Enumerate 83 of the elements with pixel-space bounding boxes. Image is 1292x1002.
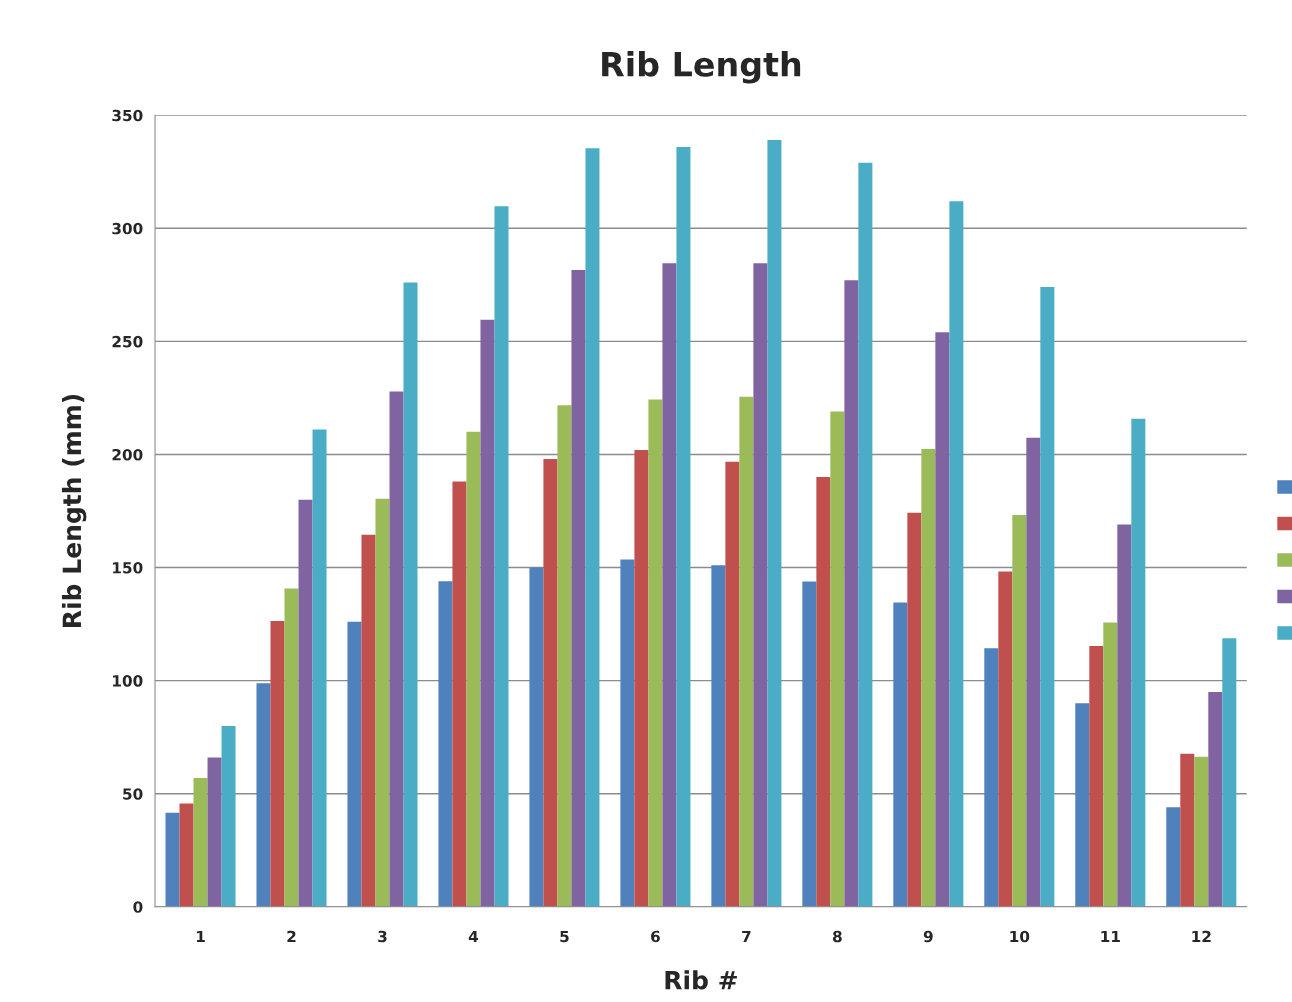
bar — [662, 263, 677, 907]
bar — [571, 269, 586, 907]
bar — [1089, 646, 1104, 907]
bar — [935, 332, 950, 907]
bar — [347, 621, 362, 907]
y-tick-label: 200 — [112, 448, 143, 461]
x-tick-label: 6 — [651, 930, 660, 943]
bar — [998, 571, 1013, 907]
x-tick-label: 3 — [378, 930, 387, 943]
y-tick-label: 150 — [113, 562, 143, 574]
bar — [711, 565, 726, 907]
bar — [816, 477, 831, 907]
bar — [1180, 753, 1195, 907]
bar — [389, 391, 404, 907]
bar — [984, 648, 999, 907]
x-axis-title: Rib # — [665, 970, 737, 990]
bar — [858, 162, 873, 907]
bar — [1040, 287, 1055, 907]
y-tick-label: 50 — [123, 788, 143, 800]
bar — [921, 449, 936, 907]
x-tick-label: 8 — [833, 930, 842, 943]
bar — [844, 280, 859, 907]
x-tick-label: 7 — [742, 930, 751, 943]
bar — [1012, 515, 1027, 907]
bar — [452, 481, 467, 907]
bar — [585, 148, 600, 907]
bar — [1103, 622, 1118, 907]
x-tick-label: 9 — [923, 930, 933, 943]
bar — [529, 567, 544, 907]
y-tick-label: 100 — [113, 675, 143, 687]
bar — [1166, 807, 1181, 907]
y-tick-label: 0 — [133, 901, 143, 913]
bar — [438, 581, 453, 907]
bar — [1194, 756, 1209, 907]
y-tick-label: 300 — [112, 222, 143, 235]
bar — [466, 431, 481, 907]
bar — [221, 725, 236, 907]
bar — [753, 263, 768, 907]
bar — [403, 282, 418, 907]
bar — [767, 140, 782, 907]
x-tick-label: 10 — [1010, 930, 1030, 943]
y-axis-title: Rib Length (mm) — [61, 394, 87, 627]
bar — [312, 429, 327, 907]
bar — [179, 803, 194, 907]
bar — [893, 602, 908, 907]
bar — [907, 512, 922, 907]
bar — [375, 498, 390, 907]
bar — [1117, 524, 1132, 907]
x-tick-label: 1 — [196, 930, 205, 943]
bar — [802, 581, 817, 907]
bar — [207, 757, 222, 907]
bar — [270, 620, 285, 907]
bar — [830, 411, 845, 907]
bar — [1222, 638, 1237, 907]
bar — [256, 683, 271, 907]
x-tick-label: 4 — [468, 930, 479, 943]
bar — [620, 559, 635, 907]
bar — [543, 459, 558, 907]
x-tick-label: 5 — [560, 930, 569, 943]
bar — [648, 399, 663, 907]
y-tick-label: 350 — [112, 109, 143, 122]
chart-title: Rib Length — [602, 51, 801, 84]
bar — [739, 396, 754, 907]
bar — [284, 588, 299, 907]
bar — [1208, 691, 1223, 907]
bar — [949, 201, 964, 907]
bar — [298, 499, 313, 907]
x-tick-label: 11 — [1101, 930, 1120, 943]
y-tick-label: 250 — [112, 335, 143, 348]
bar — [165, 812, 180, 907]
bar — [361, 534, 376, 907]
bar — [480, 319, 495, 907]
bar — [725, 461, 740, 907]
bar — [193, 777, 208, 907]
x-tick-label: 2 — [287, 930, 296, 943]
bar — [1131, 418, 1146, 907]
x-tick-label: 12 — [1192, 930, 1211, 943]
bar — [557, 405, 572, 907]
bar — [1026, 437, 1041, 907]
bar — [1075, 703, 1090, 907]
bar — [494, 206, 509, 907]
bar — [634, 449, 649, 907]
bar — [676, 146, 691, 907]
